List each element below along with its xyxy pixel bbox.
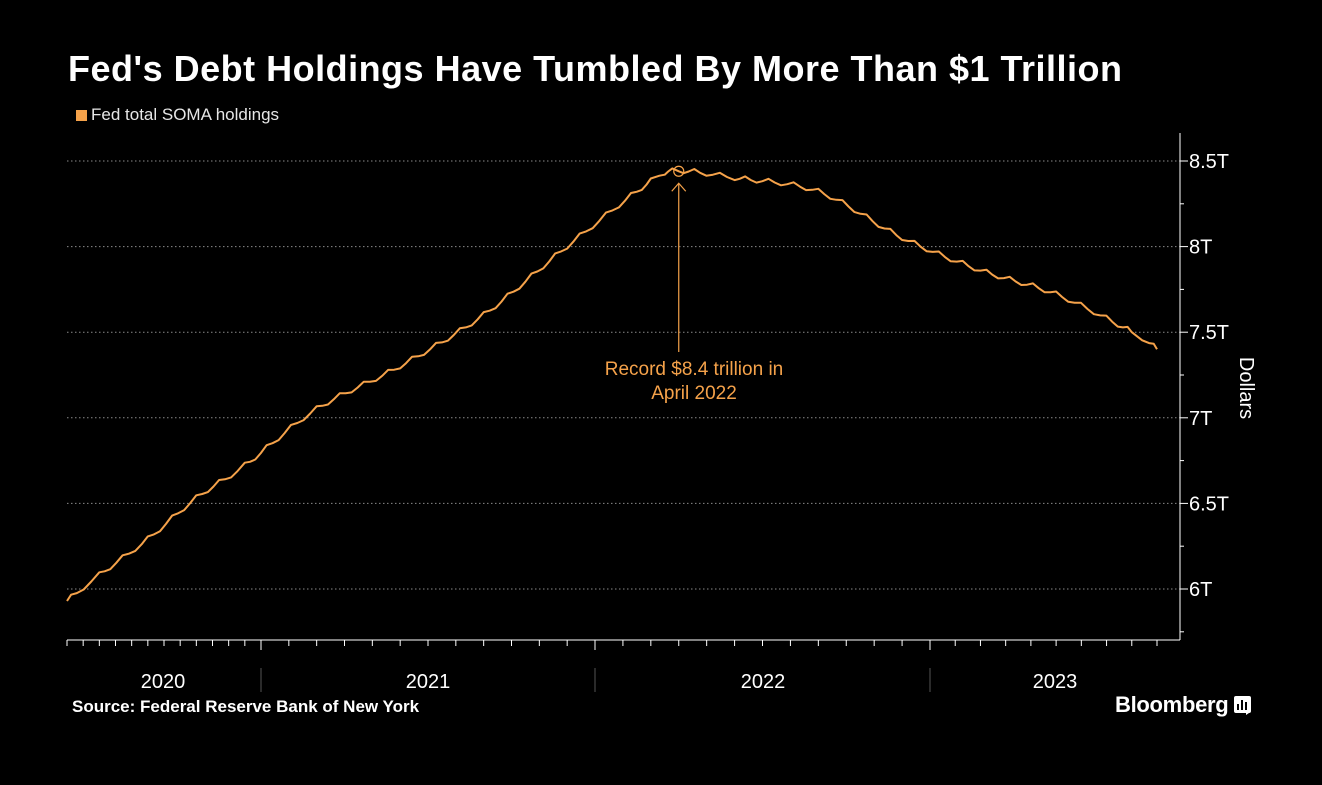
y-tick-label: 7.5T [1189,322,1229,344]
bloomberg-logo: Bloomberg [1115,692,1252,718]
legend: Fed total SOMA holdings [76,105,279,125]
brand-name: Bloomberg [1115,692,1229,717]
x-year-label: 2021 [406,671,451,693]
x-year-label: 2023 [1033,671,1078,693]
series-line-soma [66,167,1158,602]
legend-label: Fed total SOMA holdings [91,105,280,124]
bloomberg-terminal-icon [1234,695,1252,715]
y-tick-label: 6T [1189,579,1212,601]
y-tick-label: 7T [1189,408,1212,430]
x-year-label: 2020 [141,671,186,693]
annotation-text-line: April 2022 [651,383,737,404]
peak-marker [673,165,685,177]
chart-title: Fed's Debt Holdings Have Tumbled By More… [68,48,1123,89]
y-tick-label: 8T [1189,237,1212,259]
x-year-label: 2022 [741,671,786,693]
legend-swatch [76,109,87,121]
y-axis-label: Dollars [1235,357,1257,419]
y-tick-label: 6.5T [1189,493,1229,515]
source-note: Source: Federal Reserve Bank of New York [72,697,420,716]
annotation-text-line: Record $8.4 trillion in [605,359,783,380]
annotation-arrowhead [671,182,687,192]
y-tick-label: 8.5T [1189,151,1229,173]
